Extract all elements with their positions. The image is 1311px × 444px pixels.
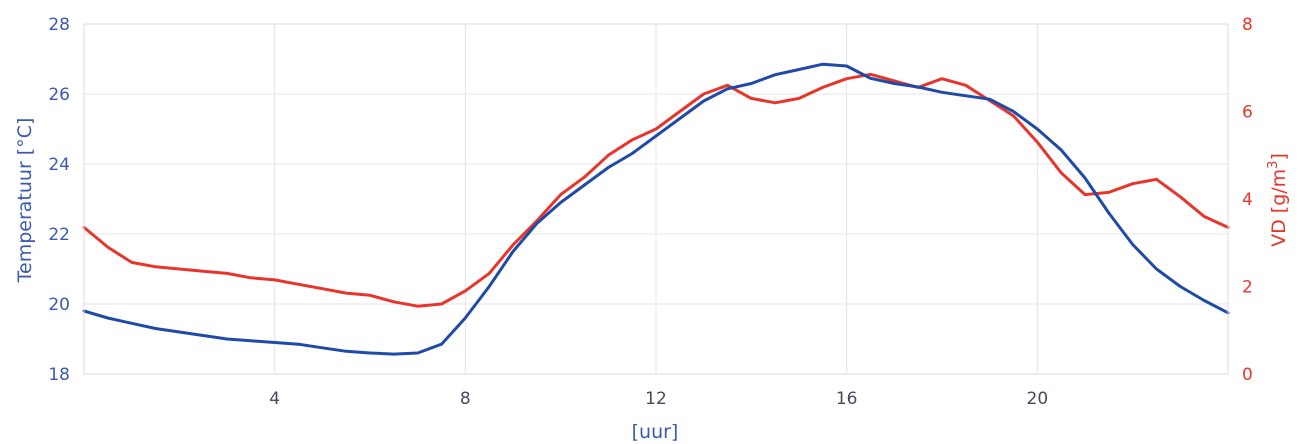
y-tick-label-right: 4 [1242, 190, 1253, 210]
y-tick-label-right: 2 [1242, 278, 1253, 298]
y-tick-label-right: 6 [1242, 103, 1253, 123]
y-tick-label-left: 20 [48, 295, 70, 315]
x-tick-label: 4 [269, 389, 280, 409]
y-axis-label-right-end: ] [1268, 153, 1290, 160]
y-axis-label-left: Temperatuur [°C] [14, 118, 36, 284]
y-tick-label-left: 18 [48, 365, 70, 385]
x-tick-label: 12 [645, 389, 667, 409]
plot-frame [83, 23, 1229, 375]
x-tick-label: 20 [1027, 389, 1049, 409]
y-tick-label-left: 24 [48, 155, 70, 175]
series-line-temperature [82, 62, 1230, 356]
y-tick-label-left: 28 [48, 15, 70, 35]
grid [84, 23, 1228, 375]
y-axis-label-right: VD [g/m3] [1266, 153, 1290, 247]
y-tick-label-right: 8 [1242, 15, 1253, 35]
x-tick-label: 16 [836, 389, 858, 409]
y-tick-label-right: 0 [1242, 365, 1253, 385]
y-axis-label-right-base: VD [g/m [1268, 169, 1290, 247]
series-line-vd [82, 72, 1230, 308]
y-tick-label-left: 22 [48, 225, 70, 245]
y-tick-label-left: 26 [48, 85, 70, 105]
x-axis-label: [uur] [632, 421, 679, 443]
series-group [82, 62, 1230, 356]
y-axis-label-right-sup: 3 [1266, 161, 1281, 169]
x-tick-label: 8 [460, 389, 471, 409]
